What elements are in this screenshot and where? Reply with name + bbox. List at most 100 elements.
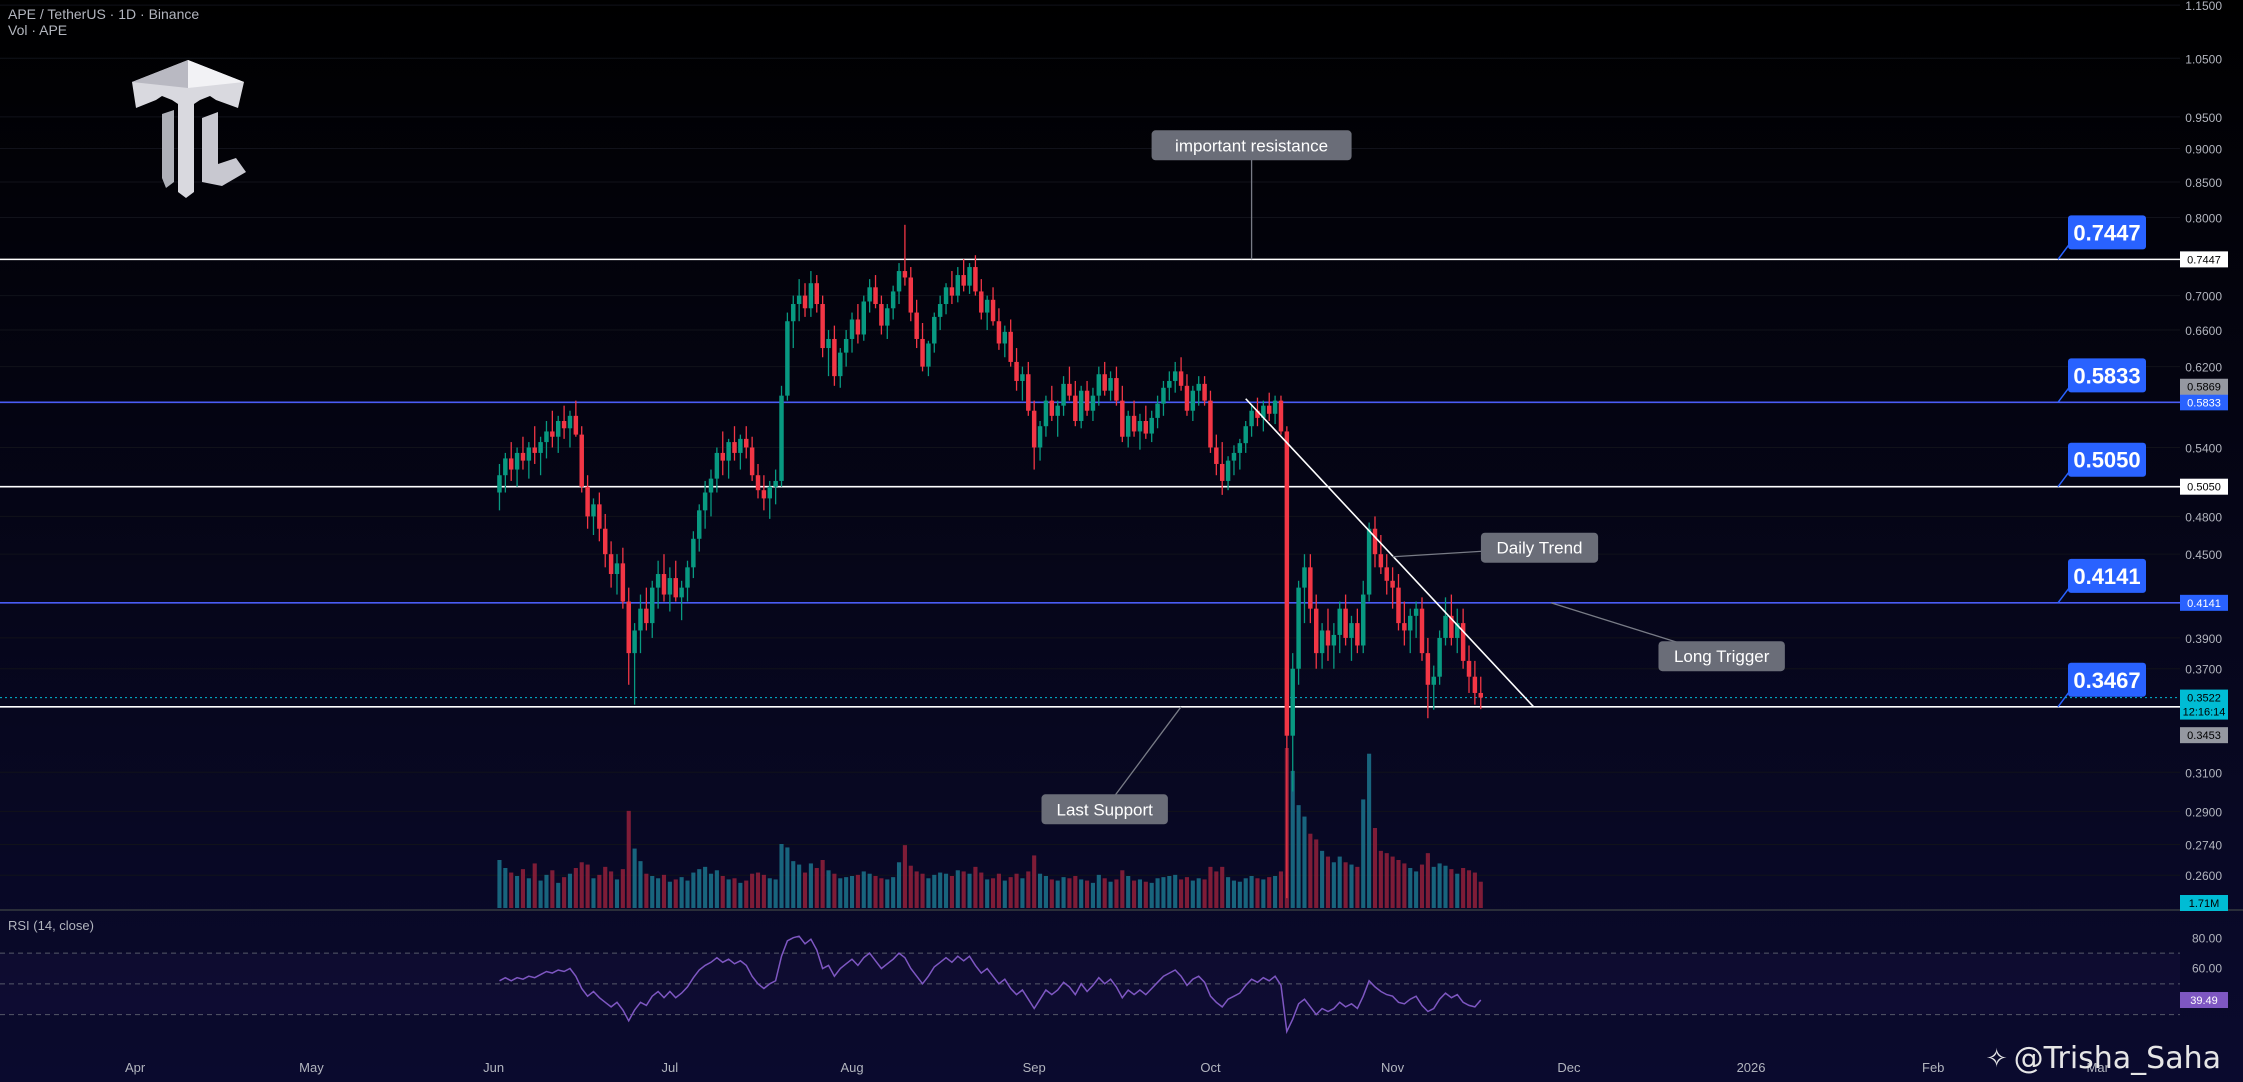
candle-body[interactable] — [1078, 390, 1084, 421]
candle-body[interactable] — [579, 434, 584, 487]
candle-body[interactable] — [1061, 383, 1066, 406]
candle-body[interactable] — [1290, 668, 1295, 736]
candle-body[interactable] — [890, 291, 896, 309]
candle-body[interactable] — [714, 452, 720, 479]
candle-body[interactable] — [626, 601, 631, 654]
candle-body[interactable] — [520, 452, 526, 461]
candle-body[interactable] — [961, 275, 966, 286]
candle-body[interactable] — [1225, 460, 1231, 481]
candle-body[interactable] — [1478, 692, 1483, 698]
candle-body[interactable] — [1149, 417, 1154, 434]
candle-body[interactable] — [1325, 630, 1331, 646]
candle-body[interactable] — [1178, 371, 1184, 386]
candle-body[interactable] — [608, 554, 614, 575]
annotation-box[interactable] — [1658, 641, 1785, 672]
candle-body[interactable] — [843, 338, 849, 353]
candle-body[interactable] — [1361, 594, 1366, 646]
candle-body[interactable] — [902, 271, 908, 278]
candle-body[interactable] — [1143, 420, 1149, 434]
candle-body[interactable] — [661, 574, 667, 595]
candle-body[interactable] — [1419, 608, 1425, 654]
candle-body[interactable] — [503, 458, 508, 476]
candle-body[interactable] — [1472, 676, 1478, 693]
rsi-line[interactable] — [499, 935, 1482, 1035]
candle-body[interactable] — [984, 299, 990, 313]
candle-body[interactable] — [1384, 567, 1389, 581]
candle-body[interactable] — [602, 528, 608, 555]
candle-body[interactable] — [544, 431, 549, 443]
candle-body[interactable] — [1214, 447, 1219, 464]
candle-body[interactable] — [879, 304, 884, 326]
level-callout[interactable] — [2068, 558, 2146, 593]
candle-body[interactable] — [708, 478, 714, 493]
candle-body[interactable] — [1161, 387, 1166, 404]
candle-body[interactable] — [849, 319, 855, 339]
candle-body[interactable] — [1202, 383, 1207, 401]
candle-body[interactable] — [538, 442, 543, 453]
rsi-label[interactable]: RSI (14, close) — [8, 918, 94, 933]
candle-body[interactable] — [1167, 380, 1172, 388]
candle-body[interactable] — [926, 343, 931, 367]
level-callout[interactable] — [2068, 215, 2146, 250]
candle-body[interactable] — [1155, 403, 1160, 418]
candle-body[interactable] — [1272, 400, 1278, 414]
candle-body[interactable] — [1090, 395, 1096, 411]
candle-body[interactable] — [591, 504, 596, 517]
annotation-box[interactable] — [1041, 794, 1168, 825]
candle-body[interactable] — [1031, 410, 1037, 448]
candle-body[interactable] — [1043, 400, 1049, 427]
candle-body[interactable] — [1131, 415, 1137, 432]
candle-body[interactable] — [1308, 567, 1313, 609]
candle-body[interactable] — [873, 287, 878, 305]
price-axis[interactable]: 1.1500 1.0500 0.9500 0.9000 0.8500 0.8000 0.70… — [2180, 0, 2228, 1009]
candle-body[interactable] — [967, 267, 972, 286]
candle-body[interactable] — [1343, 608, 1348, 638]
candle-body[interactable] — [632, 630, 637, 654]
candle-body[interactable] — [532, 447, 537, 453]
candle-body[interactable] — [1413, 608, 1419, 616]
candle-body[interactable] — [973, 267, 978, 292]
candle-body[interactable] — [785, 321, 790, 396]
candle-body[interactable] — [796, 295, 802, 305]
candle-body[interactable] — [614, 563, 620, 575]
candle-body[interactable] — [861, 301, 867, 335]
level-callout[interactable] — [2068, 358, 2146, 393]
candle-body[interactable] — [1108, 378, 1113, 391]
candle-body[interactable] — [749, 447, 755, 476]
candle-body[interactable] — [1208, 400, 1213, 448]
candle-body[interactable] — [1067, 383, 1072, 396]
horizontal-levels[interactable]: 0.7447 0.5833 0.5050 0.4141 0.3467 — [0, 215, 2180, 708]
candle-body[interactable] — [949, 287, 955, 296]
candle-body[interactable] — [1184, 385, 1190, 411]
candle-body[interactable] — [685, 567, 690, 588]
candle-body[interactable] — [767, 486, 772, 499]
candle-body[interactable] — [1378, 554, 1384, 568]
candle-body[interactable] — [1319, 630, 1325, 654]
candle-body[interactable] — [1014, 361, 1019, 381]
candle-body[interactable] — [820, 304, 825, 349]
candle-body[interactable] — [1425, 653, 1431, 685]
annotation-box[interactable] — [1151, 130, 1352, 161]
candle-body[interactable] — [832, 338, 837, 377]
candle-body[interactable] — [1443, 615, 1448, 638]
candle-body[interactable] — [1096, 374, 1102, 396]
candle-body[interactable] — [1302, 567, 1307, 588]
candles[interactable] — [497, 224, 1483, 899]
candle-body[interactable] — [738, 438, 743, 453]
candle-body[interactable] — [650, 587, 655, 624]
candle-body[interactable] — [826, 338, 831, 349]
candle-body[interactable] — [1255, 410, 1260, 418]
candle-body[interactable] — [1196, 383, 1201, 391]
candle-body[interactable] — [1120, 400, 1125, 437]
candle-body[interactable] — [1408, 615, 1413, 631]
daily-trendline[interactable] — [1245, 398, 1535, 708]
candle-body[interactable] — [791, 304, 796, 322]
candle-body[interactable] — [1437, 637, 1442, 677]
candle-body[interactable] — [1449, 615, 1454, 638]
candle-body[interactable] — [1372, 528, 1378, 555]
candle-body[interactable] — [1231, 452, 1237, 461]
candle-body[interactable] — [1219, 463, 1225, 481]
candle-body[interactable] — [638, 608, 643, 631]
candle-body[interactable] — [597, 504, 602, 529]
